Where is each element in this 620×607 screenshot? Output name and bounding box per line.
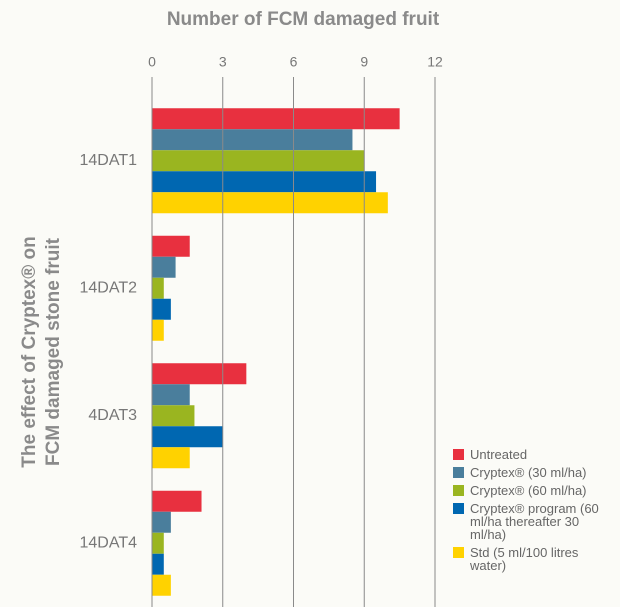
legend-item: Std (5 ml/100 litres water) <box>453 546 613 572</box>
legend-label: Cryptex® (60 ml/ha) <box>470 483 587 498</box>
bar <box>152 256 176 278</box>
legend-label: Cryptex® (30 ml/ha) <box>470 465 587 480</box>
x-tick-label: 0 <box>148 54 156 70</box>
legend-item: Cryptex® (30 ml/ha) <box>453 466 613 479</box>
y-tick-label: 14DAT4 <box>79 534 137 551</box>
legend-swatch <box>453 467 464 478</box>
legend-label: Cryptex® program (60 ml/ha thereafter 30… <box>470 501 599 542</box>
bar <box>152 447 190 469</box>
bar <box>152 384 190 406</box>
bar <box>152 108 400 130</box>
bar <box>152 574 171 596</box>
bar <box>152 171 377 193</box>
y-tick-label: 4DAT3 <box>88 407 137 424</box>
y-tick-label: 14DAT2 <box>79 279 137 296</box>
y-tick-label: 14DAT1 <box>79 152 137 169</box>
bar <box>152 532 164 554</box>
bar <box>152 150 365 172</box>
bar <box>152 363 247 385</box>
bar <box>152 490 202 512</box>
bar <box>152 298 171 320</box>
bar <box>152 426 223 448</box>
bar <box>152 235 190 257</box>
legend-item: Cryptex® program (60 ml/ha thereafter 30… <box>453 502 613 541</box>
x-tick-label: 12 <box>427 54 443 70</box>
y-label-line: The effect of Cryptex® on <box>19 236 40 467</box>
legend-item: Cryptex® (60 ml/ha) <box>453 484 613 497</box>
legend-swatch <box>453 503 464 514</box>
x-tick-label: 6 <box>290 54 298 70</box>
bar <box>152 319 164 341</box>
legend-label: Untreated <box>470 447 528 462</box>
bar <box>152 405 195 427</box>
legend: Untreated Cryptex® (30 ml/ha) Cryptex® (60… <box>453 448 613 577</box>
x-tick-label: 9 <box>360 54 368 70</box>
bar <box>152 277 164 299</box>
bar <box>152 511 171 533</box>
x-tick-label: 3 <box>219 54 227 70</box>
y-axis-title: The effect of Cryptex® on FCM damaged st… <box>19 236 64 467</box>
bar <box>152 553 164 575</box>
legend-swatch <box>453 485 464 496</box>
legend-swatch <box>453 547 464 558</box>
bar <box>152 192 388 214</box>
bar <box>152 129 353 151</box>
legend-item: Untreated <box>453 448 613 461</box>
legend-label: Std (5 ml/100 litres water) <box>470 545 579 573</box>
chart-title: Number of FCM damaged fruit <box>167 9 440 30</box>
y-label-line: FCM damaged stone fruit <box>43 237 64 466</box>
legend-swatch <box>453 449 464 460</box>
